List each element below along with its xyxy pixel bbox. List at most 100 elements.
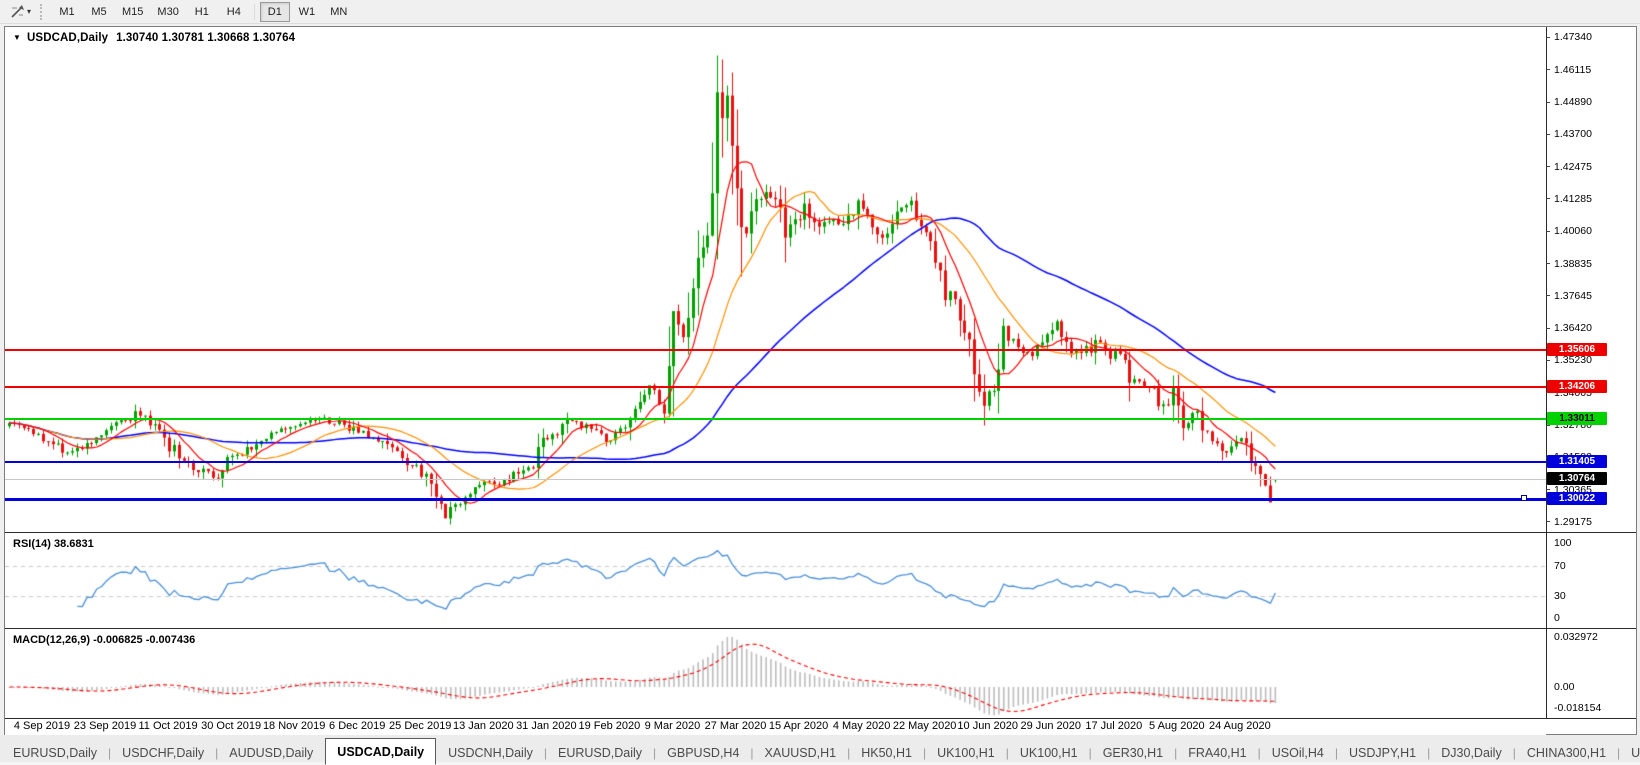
- chart-symbol-label: USDCAD,Daily: [27, 32, 109, 44]
- symbol-tab-usdcad-daily[interactable]: USDCAD,Daily: [325, 738, 437, 765]
- symbol-tab-fra40-h1[interactable]: FRA40,H1: [1188, 746, 1247, 760]
- macd-axis-label: 0.00: [1554, 681, 1575, 693]
- macd-axis-label: 0.032972: [1554, 631, 1598, 643]
- date-axis-label: 18 Nov 2019: [262, 720, 326, 732]
- rsi-axis-label: 0: [1554, 612, 1560, 624]
- symbol-tab-uk100-h1[interactable]: UK100,H1: [1019, 746, 1078, 760]
- tab-separator: |: [1427, 746, 1431, 760]
- date-axis-label: 24 Aug 2020: [1208, 720, 1271, 732]
- tab-separator: |: [653, 746, 657, 760]
- price-badge-1.30022: 1.30022: [1547, 492, 1607, 506]
- symbol-tab-gbpusd-h4[interactable]: GBPUSD,H4: [667, 746, 740, 760]
- panel-divider: [5, 718, 1636, 719]
- date-axis-label: 4 Sep 2019: [13, 720, 71, 732]
- current-price-line: [5, 479, 1546, 481]
- price-axis-tick: 1.46115: [1546, 64, 1591, 76]
- toolbar-separator: [253, 3, 255, 20]
- price-badge-1.33011: 1.33011: [1547, 412, 1607, 426]
- price-axis-tick: 1.37645: [1546, 290, 1592, 302]
- price-axis-tick: 1.41285: [1546, 193, 1592, 205]
- price-axis-tick: 1.40060: [1546, 225, 1592, 237]
- hline-selection-handle[interactable]: [1521, 495, 1527, 502]
- horizontal-line-1.34206[interactable]: [5, 386, 1546, 389]
- rsi-value: 38.6831: [53, 538, 94, 550]
- timeframe-button-w1[interactable]: W1: [298, 5, 316, 18]
- horizontal-line-1.30022[interactable]: [5, 497, 1546, 501]
- chart-title: ▼ USDCAD,Daily 1.30740 1.30781 1.30668 1.3…: [13, 32, 295, 44]
- macd-indicator-canvas[interactable]: [5, 629, 1546, 718]
- panel-divider[interactable]: [5, 628, 1636, 629]
- timeframe-button-m5[interactable]: M5: [91, 5, 107, 18]
- price-badge-1.35606: 1.35606: [1547, 343, 1607, 357]
- horizontal-line-1.33011[interactable]: [5, 418, 1546, 421]
- date-axis-label: 11 Oct 2019: [138, 720, 198, 732]
- price-axis-tick: 1.44890: [1546, 96, 1592, 108]
- date-axis-label: 30 Oct 2019: [201, 720, 262, 732]
- symbol-tab-ger30-h1[interactable]: GER30,H1: [1102, 746, 1164, 760]
- symbol-tab-bar: EURUSD,Daily | USDCHF,Daily | AUDUSD,Daily US…: [0, 735, 1640, 765]
- symbol-tab-usdcnh-daily[interactable]: USDCNH,Daily: [448, 746, 533, 760]
- symbol-tab-eurusd-daily[interactable]: EURUSD,Daily: [13, 746, 98, 760]
- date-axis-label: 9 Mar 2020: [644, 720, 701, 732]
- symbol-tab-china300-h1[interactable]: CHINA300,H1: [1526, 746, 1607, 760]
- date-axis-label: 15 Apr 2020: [768, 720, 829, 732]
- date-axis-label: 17 Jul 2020: [1085, 720, 1143, 732]
- date-axis-label: 22 May 2020: [892, 720, 957, 732]
- top-toolbar: ▾ M1 M5 M15 M30 H1 H4 D1 W1 MN: [0, 0, 1640, 24]
- rsi-axis-label: 30: [1554, 589, 1566, 602]
- chart-window: ▼ USDCAD,Daily 1.30740 1.30781 1.30668 1.3…: [4, 26, 1637, 735]
- tool-dropdown-arrow[interactable]: ▾: [27, 7, 32, 16]
- tab-separator: |: [1174, 746, 1178, 760]
- symbol-tab-dj30-daily[interactable]: DJ30,Daily: [1441, 746, 1502, 760]
- timeframe-button-m1[interactable]: M1: [59, 5, 75, 18]
- price-axis-tick: 1.43700: [1546, 128, 1592, 140]
- toolbar-grip: [40, 3, 45, 20]
- timeframe-button-mn[interactable]: MN: [330, 5, 348, 18]
- symbol-tab-usdjpy-h1[interactable]: USDJPY,H1: [1348, 746, 1417, 760]
- date-axis-label: 10 Jun 2020: [957, 720, 1018, 732]
- tab-separator: |: [1005, 746, 1009, 760]
- price-badge-1.31405: 1.31405: [1547, 455, 1607, 469]
- tab-separator: |: [847, 746, 851, 760]
- symbol-tab-usdchf-daily[interactable]: USDCHF,Daily: [122, 746, 205, 760]
- symbol-tab-eurusd-daily[interactable]: EURUSD,Daily: [557, 746, 643, 760]
- tab-separator: |: [1257, 746, 1261, 760]
- timeframe-button-m15[interactable]: M15: [122, 5, 144, 18]
- symbol-tabs: EURUSD,Daily | USDCHF,Daily | AUDUSD,Daily US…: [2, 738, 1640, 765]
- price-axis-tick: 1.42475: [1546, 161, 1592, 173]
- rsi-axis-label: 100: [1554, 537, 1572, 549]
- date-axis-label: 19 Feb 2020: [578, 720, 641, 732]
- rsi-axis-label: 70: [1554, 559, 1566, 572]
- tab-separator: |: [750, 746, 754, 760]
- symbol-tab-usoil-h4[interactable]: USOil,H4: [1271, 746, 1324, 760]
- symbol-tab-usoil-h1[interactable]: USOil,H1: [1631, 746, 1640, 760]
- timeframe-button-d1[interactable]: D1: [259, 1, 290, 22]
- price-axis-tick: 1.36420: [1546, 322, 1592, 334]
- timeframe-button-h4[interactable]: H4: [226, 5, 241, 18]
- symbol-tab-audusd-daily[interactable]: AUDUSD,Daily: [229, 746, 314, 760]
- rsi-indicator-canvas[interactable]: [5, 533, 1546, 628]
- date-axis-label: 4 May 2020: [832, 720, 891, 732]
- date-axis[interactable]: 4 Sep 2019 23 Sep 2019 11 Oct 2019 30 Oct 2…: [5, 719, 1546, 735]
- tab-separator: |: [1512, 746, 1516, 760]
- symbol-tab-hk50-h1[interactable]: HK50,H1: [861, 746, 912, 760]
- horizontal-line-1.31405[interactable]: [5, 461, 1546, 464]
- timeframe-toolbar: M1 M5 M15 M30 H1 H4 D1 W1 MN: [51, 1, 355, 22]
- chart-ohlc-values: 1.30740 1.30781 1.30668 1.30764: [116, 32, 296, 44]
- panel-divider[interactable]: [5, 532, 1636, 533]
- horizontal-line-1.35606[interactable]: [5, 349, 1546, 352]
- current-price-badge: 1.30764: [1547, 472, 1607, 486]
- tab-separator: |: [922, 746, 927, 760]
- timeframe-button-h1[interactable]: H1: [194, 5, 209, 18]
- symbol-tab-xauusd-h1[interactable]: XAUUSD,H1: [764, 746, 837, 760]
- price-chart-canvas[interactable]: [5, 27, 1546, 532]
- macd-label: MACD(12,26,9) -0.006825 -0.007436: [13, 634, 196, 646]
- symbol-tab-uk100-h1[interactable]: UK100,H1: [937, 746, 995, 760]
- collapse-arrow-icon[interactable]: ▼: [13, 33, 22, 42]
- date-axis-label: 25 Dec 2019: [389, 720, 452, 732]
- tab-separator: |: [1088, 746, 1092, 760]
- rsi-label: RSI(14) 38.6831: [13, 538, 94, 550]
- timeframe-button-m30[interactable]: M30: [157, 5, 179, 18]
- macd-values: -0.006825 -0.007436: [93, 634, 196, 646]
- crosshair-tool-button[interactable]: ▾: [5, 2, 36, 22]
